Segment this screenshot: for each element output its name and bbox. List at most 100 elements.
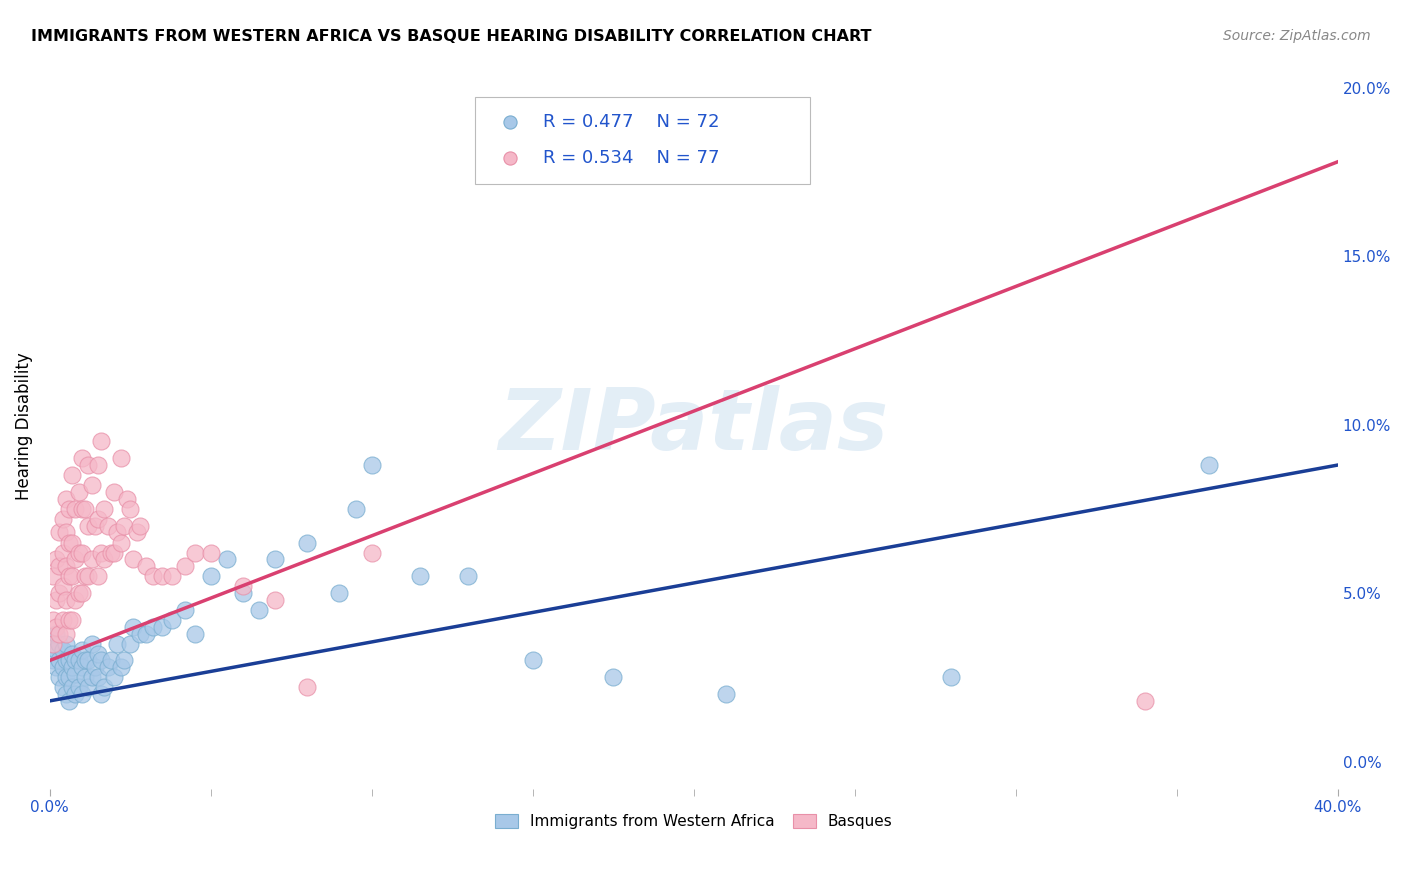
Point xyxy=(1198,458,1220,472)
Point xyxy=(75,501,97,516)
Point xyxy=(77,569,100,583)
Point xyxy=(70,660,93,674)
Point xyxy=(87,458,110,472)
Point xyxy=(115,491,138,506)
Point xyxy=(48,559,70,574)
Point xyxy=(51,681,73,695)
Point xyxy=(75,670,97,684)
Point xyxy=(51,546,73,560)
Point xyxy=(103,485,125,500)
Point xyxy=(714,687,737,701)
Point xyxy=(70,546,93,560)
Point xyxy=(122,552,145,566)
Point xyxy=(110,451,132,466)
Point xyxy=(58,653,80,667)
Point xyxy=(48,525,70,540)
FancyBboxPatch shape xyxy=(475,96,810,184)
Point xyxy=(77,653,100,667)
Point xyxy=(122,620,145,634)
Point xyxy=(45,643,67,657)
Point xyxy=(75,569,97,583)
Point xyxy=(77,458,100,472)
Text: ZIPatlas: ZIPatlas xyxy=(499,384,889,467)
Point xyxy=(103,670,125,684)
Point xyxy=(70,451,93,466)
Point xyxy=(70,687,93,701)
Point xyxy=(45,620,67,634)
Point xyxy=(65,552,87,566)
Point xyxy=(67,586,90,600)
Legend: Immigrants from Western Africa, Basques: Immigrants from Western Africa, Basques xyxy=(489,808,898,835)
Point xyxy=(97,660,120,674)
Point xyxy=(160,569,183,583)
Point xyxy=(93,501,115,516)
Point xyxy=(142,569,165,583)
Point xyxy=(58,535,80,549)
Point xyxy=(522,653,544,667)
Point xyxy=(183,626,205,640)
Point xyxy=(264,552,287,566)
Point xyxy=(125,525,148,540)
Point xyxy=(70,643,93,657)
Point xyxy=(90,434,112,449)
Point xyxy=(45,552,67,566)
Point xyxy=(247,603,270,617)
Point xyxy=(75,653,97,667)
Point xyxy=(1133,694,1156,708)
Point xyxy=(77,681,100,695)
Point xyxy=(60,569,83,583)
Point xyxy=(67,653,90,667)
Point xyxy=(42,653,65,667)
Point xyxy=(80,670,103,684)
Point xyxy=(160,613,183,627)
Point xyxy=(83,518,105,533)
Point xyxy=(48,637,70,651)
Point xyxy=(112,518,135,533)
Point xyxy=(97,518,120,533)
Text: Source: ZipAtlas.com: Source: ZipAtlas.com xyxy=(1223,29,1371,44)
Point xyxy=(135,559,157,574)
Point xyxy=(135,626,157,640)
Point xyxy=(360,458,382,472)
Point xyxy=(174,559,197,574)
Point xyxy=(70,501,93,516)
Text: R = 0.534    N = 77: R = 0.534 N = 77 xyxy=(543,150,720,168)
Point xyxy=(105,525,128,540)
Point xyxy=(232,579,254,593)
Point xyxy=(297,535,319,549)
Point xyxy=(110,660,132,674)
Point xyxy=(45,660,67,674)
Point xyxy=(70,586,93,600)
Point xyxy=(45,626,67,640)
Text: R = 0.477    N = 72: R = 0.477 N = 72 xyxy=(543,112,720,131)
Point xyxy=(200,569,222,583)
Point xyxy=(90,653,112,667)
Point xyxy=(60,468,83,483)
Point xyxy=(93,552,115,566)
Point xyxy=(80,478,103,492)
Point xyxy=(42,637,65,651)
Point xyxy=(51,643,73,657)
Text: IMMIGRANTS FROM WESTERN AFRICA VS BASQUE HEARING DISABILITY CORRELATION CHART: IMMIGRANTS FROM WESTERN AFRICA VS BASQUE… xyxy=(31,29,872,45)
Point xyxy=(58,569,80,583)
Point xyxy=(110,535,132,549)
Point xyxy=(60,647,83,661)
Point xyxy=(55,687,77,701)
Point xyxy=(941,670,963,684)
Point xyxy=(55,491,77,506)
Point xyxy=(55,525,77,540)
Point xyxy=(67,546,90,560)
Point xyxy=(42,637,65,651)
Point xyxy=(112,653,135,667)
Point xyxy=(48,626,70,640)
Point xyxy=(51,613,73,627)
Point xyxy=(83,660,105,674)
Point xyxy=(55,592,77,607)
Point xyxy=(58,694,80,708)
Point xyxy=(105,637,128,651)
Point xyxy=(55,626,77,640)
Point xyxy=(150,569,173,583)
Point xyxy=(174,603,197,617)
Point xyxy=(232,586,254,600)
Point xyxy=(87,512,110,526)
